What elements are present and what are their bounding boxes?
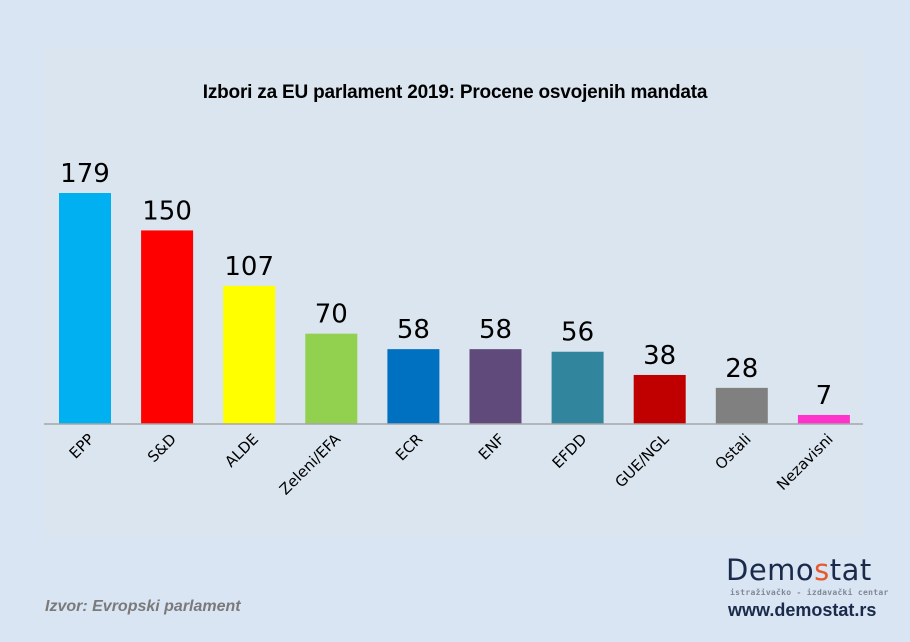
category-label: Ostali (711, 430, 754, 473)
data-label: 38 (643, 341, 676, 371)
data-label: 58 (397, 315, 430, 345)
demostat-logo: Demostat (726, 556, 872, 585)
category-label: EFDD (549, 430, 591, 472)
bar-alde (223, 285, 276, 424)
logo-prefix: Demo (726, 553, 815, 587)
bar-ecr (387, 349, 440, 424)
data-label: 7 (816, 381, 833, 411)
data-label: 179 (60, 159, 110, 189)
category-label: Zeleni/EFA (276, 430, 345, 499)
data-label: 150 (142, 196, 192, 226)
category-label: ALDE (221, 430, 262, 471)
category-label: ENF (475, 430, 508, 463)
bar-gue-ngl (633, 374, 686, 424)
data-label: 28 (725, 354, 758, 384)
website-link[interactable]: www.demostat.rs (728, 600, 877, 620)
category-label: Nezavisni (773, 430, 837, 494)
logo-accent: s (814, 553, 830, 587)
category-label: EPP (66, 430, 98, 462)
bar-enf (469, 349, 522, 424)
data-label: 107 (224, 252, 274, 282)
source-note: Izvor: Evropski parlament (45, 598, 241, 615)
data-label: 70 (315, 300, 348, 330)
category-label: S&D (144, 430, 180, 466)
data-label: 56 (561, 318, 594, 348)
bar-epp (59, 193, 111, 424)
category-label: GUE/NGL (611, 430, 673, 492)
chart-title: Izbori za EU parlament 2019: Procene osv… (202, 82, 708, 103)
bar-zeleni-efa (305, 333, 358, 424)
bar-nezavisni (797, 414, 850, 424)
bar-s-d (141, 230, 194, 424)
bar-ostali (715, 387, 768, 424)
bar-efdd (551, 351, 604, 424)
logo-suffix: tat (829, 553, 872, 587)
logo-tagline: istraživačko - izdavački centar (730, 588, 889, 597)
data-label: 58 (479, 315, 512, 345)
category-label: ECR (392, 430, 426, 464)
